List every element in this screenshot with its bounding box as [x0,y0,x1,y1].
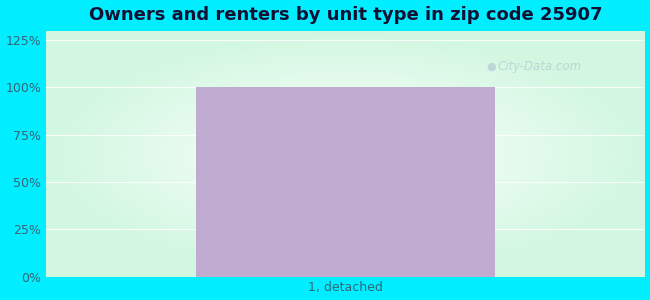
Bar [196,87,495,277]
Text: ●: ● [486,61,496,71]
Title: Owners and renters by unit type in zip code 25907: Owners and renters by unit type in zip c… [88,6,602,24]
Text: City-Data.com: City-Data.com [498,60,582,73]
